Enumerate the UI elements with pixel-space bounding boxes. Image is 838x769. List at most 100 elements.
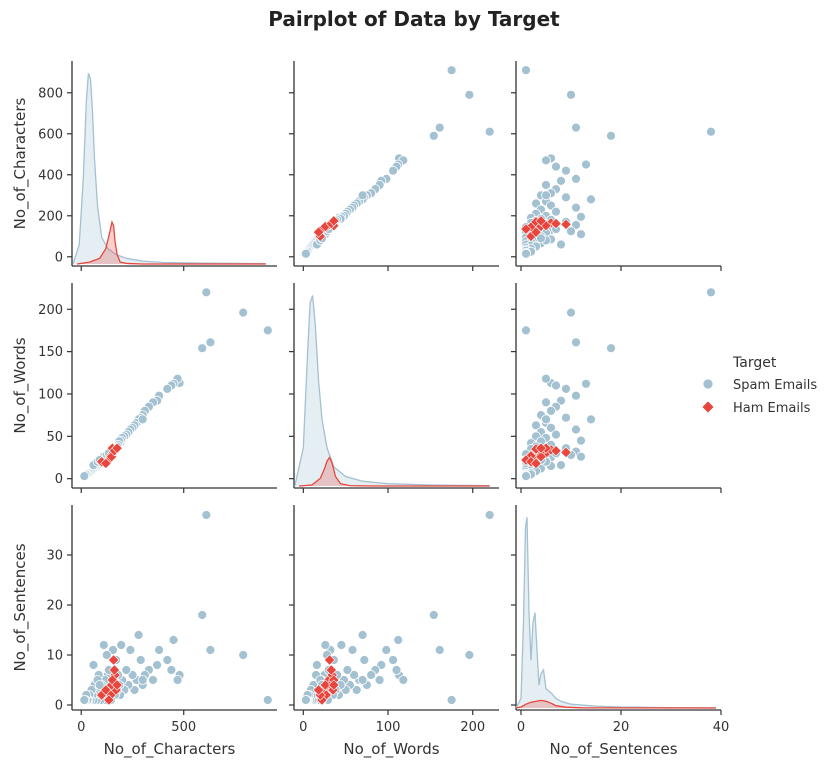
x-axis-label-No_of_Characters: No_of_Characters bbox=[104, 740, 236, 759]
y-tick-label: 200 bbox=[38, 303, 63, 318]
spam-point bbox=[137, 414, 148, 425]
spam-point bbox=[300, 248, 311, 259]
ham-point bbox=[100, 457, 112, 470]
kde-line-spam-emails bbox=[72, 73, 266, 265]
spam-point bbox=[101, 650, 112, 660]
y-tick-label: 20 bbox=[46, 599, 63, 614]
spam-point bbox=[197, 610, 208, 620]
x-tick-label: 100 bbox=[376, 720, 401, 735]
spam-point bbox=[446, 695, 457, 705]
spam-point bbox=[566, 89, 576, 100]
y-tick-label: 0 bbox=[55, 699, 63, 714]
spam-point bbox=[531, 420, 541, 431]
spam-point bbox=[347, 645, 358, 655]
y-tick-label: 150 bbox=[38, 345, 63, 360]
x-axis-label-No_of_Words: No_of_Words bbox=[343, 740, 439, 759]
spam-point bbox=[88, 660, 99, 670]
y-tick-label: 30 bbox=[46, 549, 63, 564]
spam-point bbox=[551, 161, 561, 172]
ham-point bbox=[560, 446, 572, 459]
spam-point bbox=[571, 390, 581, 401]
legend-item: Spam Emails bbox=[702, 378, 817, 393]
spam-point bbox=[238, 650, 249, 660]
spam-point bbox=[581, 159, 591, 170]
spam-point bbox=[551, 429, 561, 440]
spam-point bbox=[428, 610, 439, 620]
spam-point bbox=[541, 414, 551, 425]
spam-point bbox=[116, 640, 127, 650]
spam-point bbox=[388, 655, 399, 665]
spam-point bbox=[381, 645, 392, 655]
kde-fill-spam-emails bbox=[294, 295, 490, 486]
spam-point bbox=[393, 635, 404, 645]
spam-point bbox=[205, 337, 216, 348]
spam-point bbox=[561, 165, 571, 176]
kde-fill-spam-emails bbox=[73, 73, 266, 264]
spam-point bbox=[571, 202, 581, 213]
spam-point bbox=[464, 650, 475, 660]
spam-point bbox=[388, 165, 399, 176]
kde-fill-spam-emails bbox=[516, 517, 716, 708]
spam-point bbox=[581, 378, 591, 389]
spam-point bbox=[205, 645, 216, 655]
legend-title: Target bbox=[732, 355, 777, 371]
x-tick-label: 200 bbox=[460, 720, 485, 735]
panel-No_of_Words-vs-No_of_Characters: 0 50 100 150 200 bbox=[38, 283, 277, 493]
spam-point bbox=[137, 675, 148, 685]
spam-point bbox=[311, 660, 322, 670]
spam-point bbox=[133, 630, 144, 640]
spam-point bbox=[551, 206, 561, 217]
spam-point bbox=[262, 695, 273, 705]
spam-point bbox=[366, 670, 377, 680]
spam-point bbox=[576, 435, 586, 446]
x-tick-label: 40 bbox=[713, 720, 730, 735]
spam-point bbox=[571, 173, 581, 184]
spam-point bbox=[349, 670, 360, 680]
x-tick-label: 0 bbox=[299, 720, 307, 735]
spam-point bbox=[357, 630, 368, 640]
spam-point bbox=[398, 675, 409, 685]
spam-point bbox=[571, 337, 581, 348]
ham-point bbox=[550, 217, 562, 230]
spam-point bbox=[606, 130, 616, 141]
ham-point bbox=[327, 684, 339, 696]
legend-label: Ham Emails bbox=[733, 401, 811, 416]
spam-point bbox=[586, 194, 596, 205]
spam-point bbox=[94, 680, 105, 690]
legend-marker-diamond bbox=[701, 400, 715, 414]
spam-point bbox=[391, 665, 402, 675]
spam-point bbox=[374, 675, 385, 685]
ham-point bbox=[550, 445, 562, 457]
spam-point bbox=[556, 239, 566, 250]
spam-point bbox=[521, 325, 531, 336]
spam-point bbox=[541, 373, 551, 384]
ham-point bbox=[323, 654, 336, 666]
y-tick-label: 0 bbox=[55, 250, 63, 265]
panel-No_of_Words-vs-No_of_Words bbox=[289, 283, 499, 493]
legend-marker-circle bbox=[702, 378, 714, 390]
y-tick-label: 200 bbox=[38, 209, 63, 224]
panel-No_of_Words-vs-No_of_Sentences bbox=[511, 283, 722, 493]
ham-point bbox=[312, 684, 325, 696]
spam-point bbox=[541, 397, 551, 408]
panel-No_of_Sentences-vs-No_of_Characters: 0 10 20 30 0 500 bbox=[46, 505, 277, 735]
kde-line-ham-emails bbox=[299, 456, 490, 487]
y-tick-label: 800 bbox=[38, 86, 63, 101]
spam-point bbox=[168, 635, 179, 645]
spam-point bbox=[576, 451, 586, 462]
spam-point bbox=[162, 655, 173, 665]
ham-point bbox=[100, 684, 112, 696]
spam-point bbox=[428, 130, 439, 141]
y-axis-label-No_of_Sentences: No_of_Sentences bbox=[11, 543, 30, 671]
y-tick-label: 0 bbox=[55, 472, 63, 487]
panel-No_of_Sentences-vs-No_of_Words: 0 100 200 bbox=[289, 505, 499, 735]
y-tick-label: 100 bbox=[38, 387, 63, 402]
spam-point bbox=[262, 325, 273, 336]
spam-point bbox=[166, 665, 177, 675]
spam-point bbox=[121, 665, 132, 675]
ham-point bbox=[328, 215, 340, 227]
axis-labels: No_of_Characters No_of_Characters No_of_Wo… bbox=[11, 97, 678, 759]
spam-point bbox=[125, 645, 136, 655]
panel-No_of_Characters-vs-No_of_Characters: 0 200 400 600 800 bbox=[38, 61, 277, 271]
